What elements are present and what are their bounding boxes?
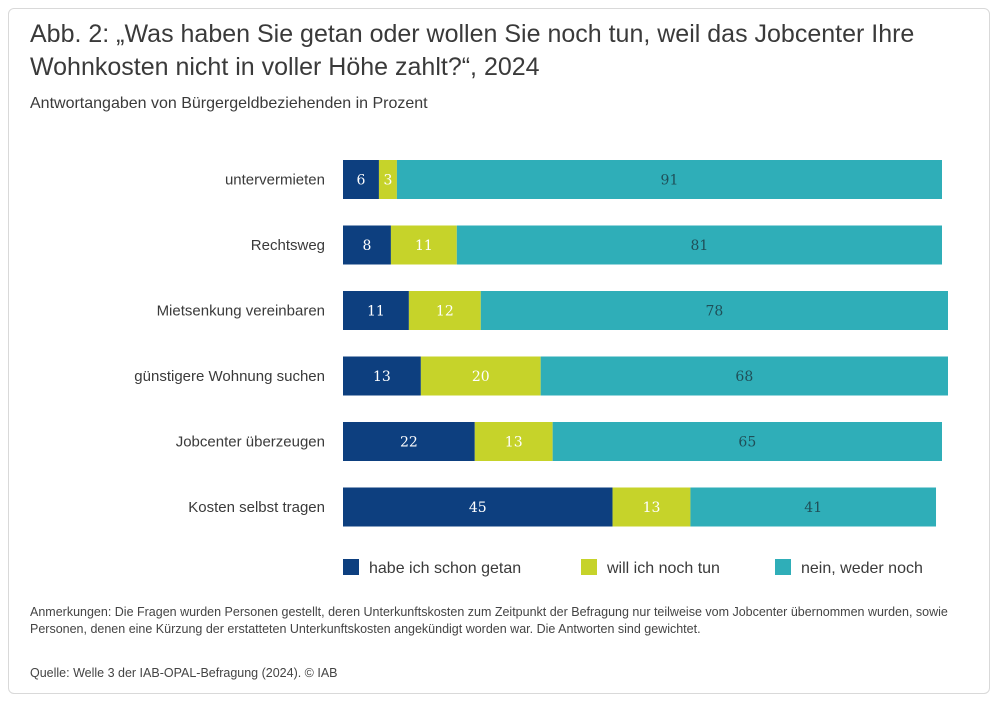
bar-segment-2 [390,225,457,265]
data-label: 13 [505,435,523,451]
data-label: 3 [383,173,392,189]
data-label: 6 [357,173,366,189]
bar-segment-2 [378,160,397,199]
data-label: 81 [690,238,708,254]
data-label: 13 [643,500,661,516]
bar-segment-3 [540,356,948,396]
chart-source: Quelle: Welle 3 der IAB-OPAL-Befragung (… [30,666,338,680]
bar-segment-1 [343,356,421,396]
data-label: 12 [436,304,454,320]
legend-entry: will ich noch tun [606,560,720,577]
bar-segment-3 [396,160,942,199]
bar-segment-1 [343,160,379,199]
figure-frame [8,8,990,694]
category-label: Rechtsweg [251,237,325,254]
bar-segment-2 [420,356,541,396]
legend-swatch [581,559,597,575]
data-label: 65 [738,435,756,451]
category-label: günstigere Wohnung suchen [134,368,325,385]
legend-entry: nein, weder noch [801,560,923,577]
data-label: 20 [472,369,490,385]
bar-segment-2 [408,291,481,330]
data-label: 13 [373,369,391,385]
chart-title: Abb. 2: „Was haben Sie getan oder wollen… [30,20,915,81]
chart-subtitle: Antwortangaben von Bürgergeldbeziehenden… [30,95,428,112]
category-label: untervermieten [225,172,325,189]
data-label: 41 [804,500,822,516]
data-label: 8 [362,238,371,254]
legend-entry: habe ich schon getan [369,560,521,577]
data-label: 68 [735,369,753,385]
data-label: 22 [400,435,418,451]
bar-segment-1 [343,422,475,461]
legend-swatch [343,559,359,575]
data-label: 91 [661,173,679,189]
category-label: Mietsenkung vereinbaren [157,303,325,320]
legend-swatch [775,559,791,575]
category-label: Jobcenter überzeugen [176,434,325,451]
bar-segment-1 [343,487,613,527]
data-label: 11 [367,304,385,320]
bar-segment-3 [552,422,942,461]
bar-segment-1 [343,291,409,330]
bar-segment-3 [480,291,948,330]
category-label: Kosten selbst tragen [188,499,325,516]
chart-notes: Anmerkungen: Die Fragen wurden Personen … [30,605,948,636]
bar-segment-3 [456,225,942,265]
bar-segment-2 [474,422,553,461]
data-label: 78 [705,304,723,320]
bar-segment-3 [690,487,937,527]
data-label: 11 [415,238,433,254]
data-label: 45 [469,500,487,516]
bar-segment-2 [612,487,691,527]
bar-segment-1 [343,225,391,265]
